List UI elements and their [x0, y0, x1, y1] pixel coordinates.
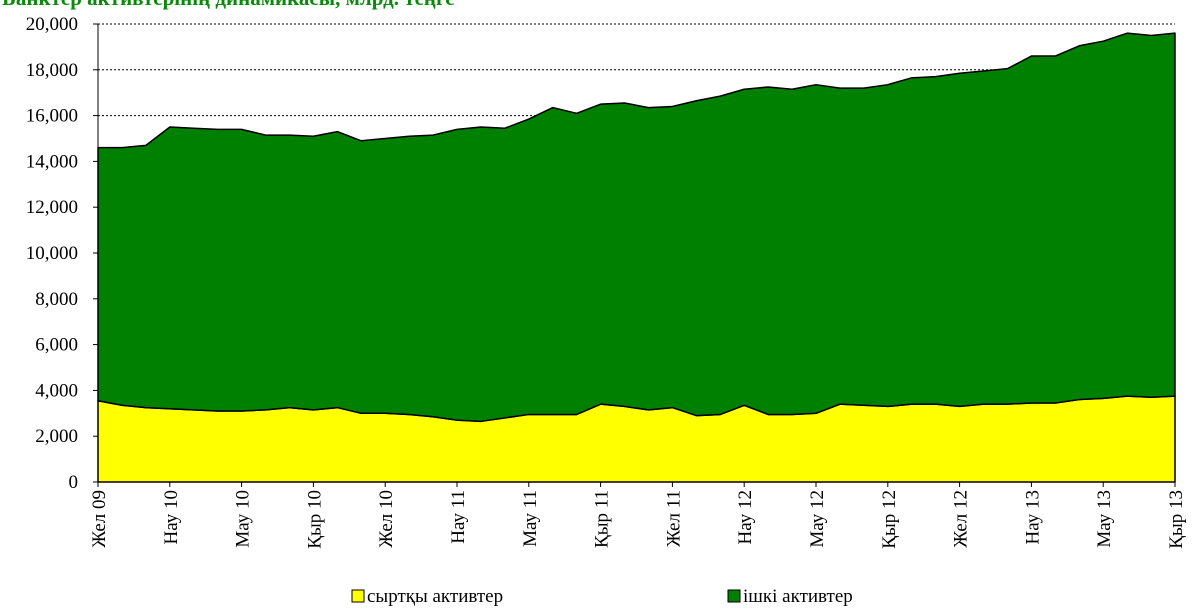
- x-tick-label: Нау 11: [448, 490, 469, 544]
- y-tick-label: 2,000: [35, 426, 78, 447]
- x-tick-label: Мау 13: [1094, 490, 1115, 548]
- x-tick-label: Жел 12: [951, 490, 972, 548]
- x-tick-label: Мау 12: [807, 490, 828, 548]
- y-tick-label: 0: [69, 472, 79, 493]
- legend-swatch: [727, 589, 741, 603]
- x-tick-label: Жел 09: [89, 490, 110, 548]
- x-tick-label: Нау 10: [161, 490, 182, 544]
- y-tick-label: 12,000: [26, 197, 78, 218]
- x-tick-label: Мау 10: [233, 490, 254, 548]
- y-tick-label: 14,000: [26, 151, 78, 172]
- x-tick-label: Қыр 11: [592, 490, 613, 548]
- y-tick-label: 16,000: [26, 106, 78, 127]
- chart-title: Банктер активтерінің динамикасы, млрд. т…: [2, 0, 455, 10]
- y-tick-label: 18,000: [26, 60, 78, 81]
- x-tick-label: Жел 11: [663, 490, 684, 547]
- y-tick-label: 8,000: [35, 289, 78, 310]
- y-tick-label: 10,000: [26, 243, 78, 264]
- x-tick-label: Нау 12: [735, 490, 756, 544]
- area: [97, 32, 1176, 423]
- x-tick-label: Қыр 13: [1166, 490, 1187, 549]
- y-tick-label: 20,000: [26, 14, 78, 35]
- y-tick-label: 6,000: [35, 335, 78, 356]
- legend-label: сыртқы активтер: [367, 586, 503, 607]
- x-tick-label: Қыр 12: [879, 490, 900, 549]
- y-tick-label: 4,000: [35, 380, 78, 401]
- legend-swatch: [351, 589, 365, 603]
- x-tick-label: Жел 10: [376, 490, 397, 548]
- x-tick-label: Мау 11: [520, 490, 541, 547]
- x-tick-label: Нау 13: [1022, 490, 1043, 544]
- x-tick-label: Қыр 10: [304, 490, 325, 549]
- legend-label: ішкі активтер: [743, 586, 853, 607]
